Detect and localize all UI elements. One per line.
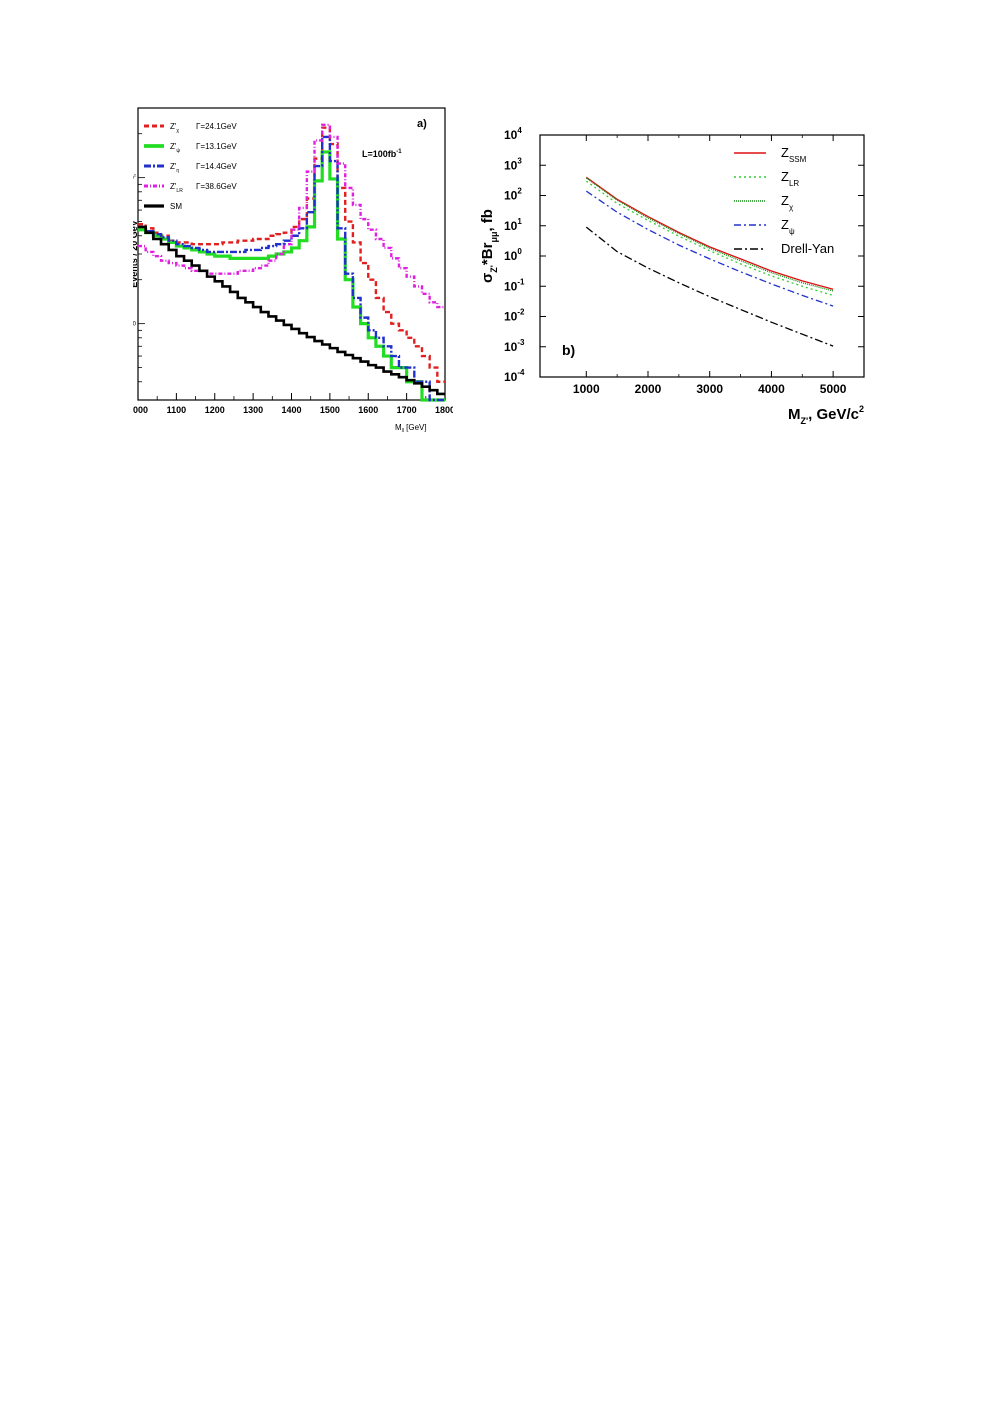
legend-label: Z'χ Γ=24.1GeV — [170, 122, 237, 134]
curve-series-0 — [585, 176, 834, 290]
plot-frame — [539, 134, 865, 378]
curve-series-3 — [585, 190, 834, 307]
y-tick-label: 101 — [504, 217, 522, 233]
x-axis-label: MZ', GeV/c2 — [788, 404, 864, 426]
x-tick-label: 2000 — [635, 382, 662, 396]
y-tick-label: 10 — [133, 322, 137, 328]
legend-label: Z'η Γ=14.4GeV — [170, 162, 237, 174]
curve-series-2 — [585, 177, 834, 292]
y-tick-label: 10-2 — [504, 308, 525, 324]
y-tick-label: 100 — [504, 247, 522, 263]
x-tick-label: 1000 — [133, 405, 148, 415]
legend-label: ZLR — [781, 169, 799, 188]
x-axis-label: Mll [GeV] — [395, 423, 427, 434]
y-axis-label: σZ'*Brμμ, fb — [480, 209, 499, 283]
x-tick-label: 1600 — [358, 405, 378, 415]
legend-label: Zψ — [781, 217, 795, 236]
plot-frame — [137, 107, 446, 401]
cross-section-panel-b: 1000 2000 3000 4000 5000 10-4 10-3 10-2 10-1 100 1… — [479, 113, 900, 453]
y-tick-label: 102 — [504, 187, 522, 203]
y-axis-label: Events / 20 GeV — [133, 220, 139, 288]
legend-label: Z'LR Γ=38.6GeV — [170, 182, 237, 194]
y-tick-label: 102 — [133, 173, 137, 182]
histogram-chart: 1000 1100 1200 1300 1400 1500 1600 1700 1800 10 10… — [127, 107, 455, 434]
x-tick-label: 5000 — [820, 382, 847, 396]
cross-section-chart: 1000 2000 3000 4000 5000 10-4 10-3 10-2 10-1 100 1… — [479, 126, 865, 426]
x-tick-label: 1100 — [167, 405, 187, 415]
curve-series-4 — [585, 226, 834, 347]
y-tick-label: 10-1 — [504, 277, 525, 293]
curve-series-1 — [585, 180, 834, 297]
x-tick-label: 1700 — [397, 405, 417, 415]
x-tick-label: 1800 — [435, 405, 453, 415]
legend-label: SM — [170, 202, 182, 211]
legend-label: ZSSM — [781, 145, 807, 164]
x-tick-label: 4000 — [758, 382, 785, 396]
panel-label: a) — [417, 118, 427, 130]
legend-label: Z'ψ Γ=13.1GeV — [170, 142, 237, 154]
histogram-series-1 — [138, 150, 445, 402]
histogram-panel-a: 1000 1100 1200 1300 1400 1500 1600 1700 1800 10 10… — [127, 103, 455, 443]
x-tick-label: 1400 — [281, 405, 301, 415]
y-tick-label: 10-4 — [504, 368, 525, 384]
histogram-series-4 — [138, 225, 445, 396]
luminosity-annotation: L=100fb-1 — [362, 149, 402, 159]
legend-label: Zχ — [781, 193, 794, 212]
legend-label: Drell-Yan — [781, 241, 834, 256]
x-tick-label: 1000 — [573, 382, 600, 396]
x-tick-label: 1300 — [243, 405, 263, 415]
panel-label: b) — [562, 342, 575, 358]
histogram-series-3 — [138, 123, 445, 309]
y-tick-label: 103 — [504, 156, 522, 172]
x-tick-label: 3000 — [696, 382, 723, 396]
x-tick-label: 1200 — [205, 405, 225, 415]
y-tick-label: 10-3 — [504, 338, 525, 354]
y-tick-label: 104 — [504, 126, 522, 142]
x-tick-label: 1500 — [320, 405, 340, 415]
histogram-series-0 — [138, 126, 445, 383]
histogram-series-2 — [138, 135, 445, 402]
